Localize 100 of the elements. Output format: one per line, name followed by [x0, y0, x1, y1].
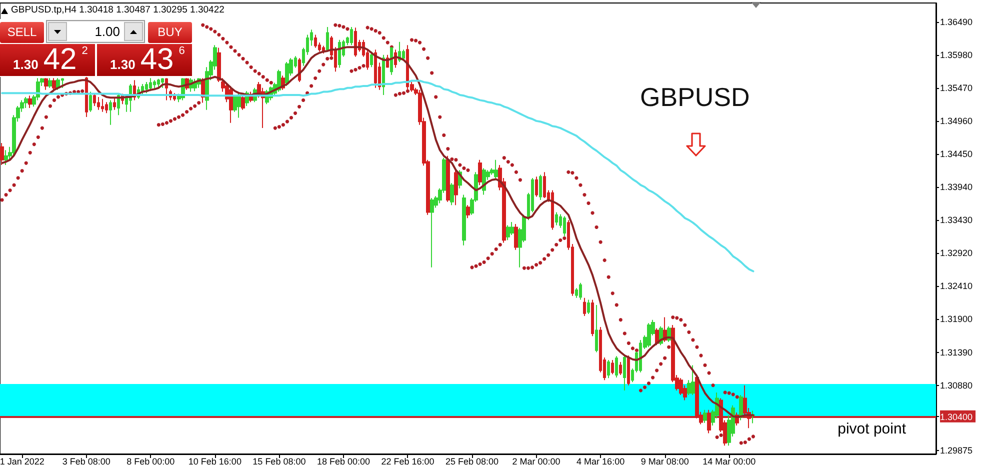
candlestick — [89, 91, 92, 112]
candlestick — [4, 150, 8, 166]
candlestick — [751, 410, 755, 424]
y-tick-label: 1.33430 — [940, 215, 973, 226]
annotation: 1.00 — [67, 22, 124, 41]
buy-price-box: 1.30 43$^{6}$ — [97, 44, 192, 76]
candlestick — [583, 297, 586, 316]
x-tick-label: 8 Feb 00:00 — [126, 456, 175, 466]
y-tick-label: 1.35470 — [940, 82, 973, 93]
y-tick-label: 1.32920 — [940, 248, 973, 258]
candlestick — [390, 47, 393, 76]
candlestick — [623, 355, 626, 391]
candlestick — [543, 172, 546, 199]
y-tick-label: 1.29875 — [940, 445, 973, 456]
candlestick — [113, 97, 116, 110]
x-tick-label: 22 Feb 16:00 — [381, 456, 434, 466]
candlestick — [739, 394, 743, 421]
candlestick — [105, 102, 108, 114]
y-tick-label: 1.36490 — [940, 16, 973, 27]
candlestick — [514, 223, 518, 250]
x-tick-label: 1 Jan 2022 — [0, 456, 44, 466]
candlestick — [338, 39, 341, 68]
candlestick — [101, 98, 104, 112]
candlestick — [551, 190, 554, 230]
y-tick-label: 1.32410 — [940, 281, 973, 292]
candlestick — [161, 78, 164, 88]
candlestick — [446, 155, 450, 202]
candlestick — [173, 92, 176, 102]
candlestick — [157, 78, 160, 88]
y-tick-label: 1.34450 — [940, 148, 973, 159]
y-tick-label: 1.30400 — [940, 412, 973, 422]
x-tick-label: 18 Feb 00:00 — [316, 456, 370, 466]
candlestick — [93, 92, 96, 107]
candlestick — [145, 82, 148, 94]
candlestick — [591, 299, 594, 337]
candlestick — [44, 78, 48, 90]
candlestick — [607, 360, 610, 379]
candlestick — [627, 355, 630, 386]
candlestick — [326, 26, 329, 52]
x-tick-label: 25 Feb 08:00 — [445, 456, 499, 466]
y-tick-label: 1.30880 — [940, 380, 973, 390]
sell-price-box: 1.30 42$^{2}$ — [0, 44, 95, 76]
candlestick — [595, 304, 598, 353]
annotation: 1.30 43$^{6}$ — [110, 43, 185, 78]
candlestick — [217, 47, 221, 83]
annotation: 1.30 42$^{2}$ — [13, 43, 88, 78]
y-tick-label: 1.33940 — [940, 182, 973, 192]
candlestick — [691, 364, 695, 396]
candlestick — [679, 378, 683, 396]
x-tick-label: 15 Feb 08:00 — [252, 456, 306, 466]
y-tick-label: 1.35980 — [940, 50, 973, 60]
candlestick — [109, 100, 112, 126]
x-tick-label: 4 Mar 16:00 — [576, 456, 625, 466]
candlestick — [703, 409, 707, 424]
candlestick — [285, 61, 289, 86]
candlestick — [466, 204, 470, 219]
x-tick-label: 3 Feb 08:00 — [62, 456, 110, 466]
candlestick — [370, 51, 373, 68]
candlestick — [482, 168, 486, 196]
candlestick — [430, 198, 434, 268]
candlestick — [374, 49, 377, 88]
candlestick — [241, 94, 245, 110]
ref-line-label: pivot point — [838, 420, 907, 438]
candlestick — [354, 27, 357, 58]
chart-title: GBPUSD.tp,H4 1.30418 1.30487 1.30295 1.30422 — [11, 4, 224, 16]
candlestick — [450, 182, 454, 206]
candlestick — [153, 80, 156, 90]
line-series — [1, 80, 754, 272]
candlestick — [506, 224, 510, 241]
buy-button: BUY — [148, 22, 192, 43]
candlestick — [494, 159, 498, 180]
sell-button: SELL — [0, 22, 44, 43]
candlestick — [24, 96, 28, 108]
candlestick — [647, 322, 651, 348]
x-tick-label: 9 Mar 08:00 — [640, 456, 689, 466]
candlestick — [619, 361, 622, 376]
candlestick — [314, 34, 317, 48]
candlestick — [350, 26, 353, 46]
candlestick — [48, 78, 52, 88]
candlestick — [615, 356, 618, 378]
annotation: GBPUSD — [640, 82, 750, 112]
x-tick-label: 14 Mar 00:00 — [702, 456, 756, 466]
candlestick — [28, 95, 32, 108]
lot-field: 1.00 — [46, 20, 145, 43]
candlestick — [611, 360, 614, 375]
x-tick-label: 10 Feb 16:00 — [188, 456, 242, 466]
candlestick — [85, 76, 88, 118]
candlestick — [52, 78, 56, 92]
candlestick — [555, 212, 558, 226]
candlestick — [97, 96, 100, 110]
y-tick-label: 1.34960 — [940, 116, 973, 126]
y-tick-label: 1.31900 — [940, 314, 973, 324]
candlestick — [707, 409, 711, 434]
candlestick — [0, 142, 4, 166]
y-tick-label: 1.31390 — [940, 347, 973, 358]
x-tick-label: 2 Mar 00:00 — [512, 456, 560, 466]
candlestick — [237, 92, 241, 118]
candlestick — [539, 174, 542, 200]
candlestick — [454, 170, 458, 206]
candlestick — [478, 159, 482, 186]
